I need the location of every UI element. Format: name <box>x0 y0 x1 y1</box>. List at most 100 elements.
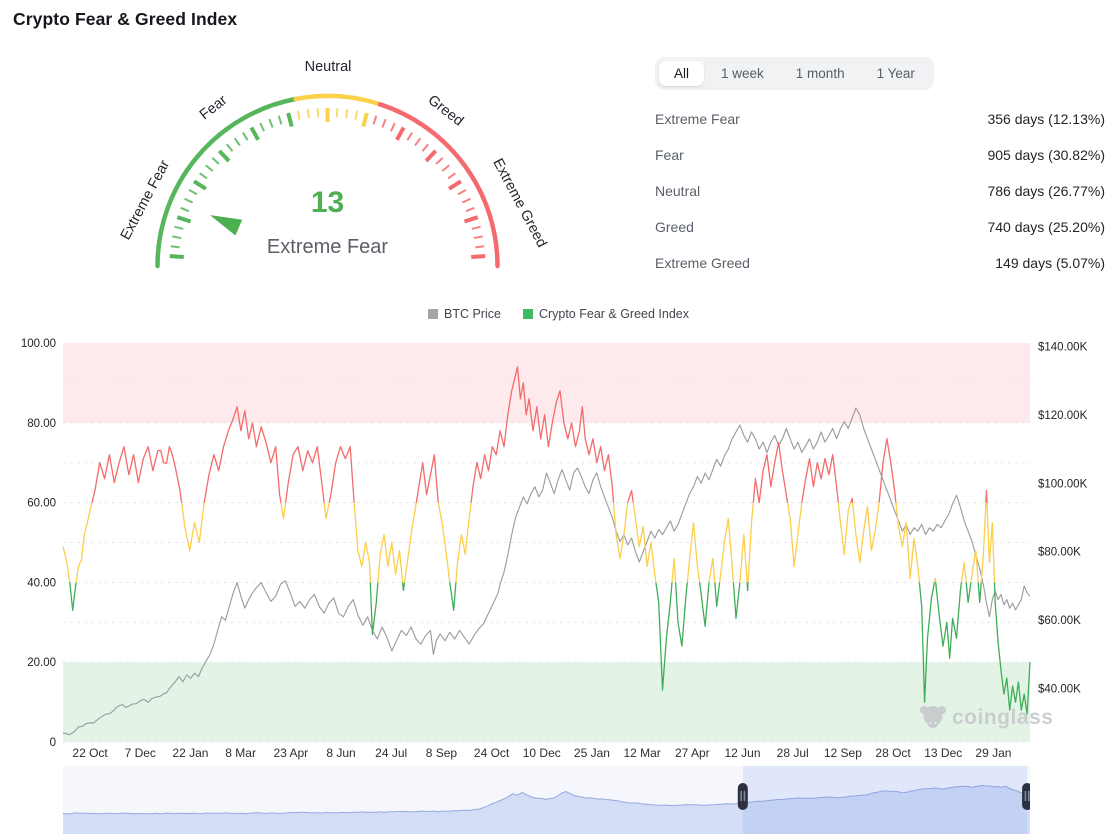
stat-label: Extreme Greed <box>655 255 750 271</box>
navigator-line <box>63 784 1030 815</box>
x-axis-label: 8 Sep <box>426 746 458 760</box>
tab-1-year[interactable]: 1 Year <box>876 66 915 81</box>
tab-all[interactable]: All <box>659 61 705 86</box>
stat-row: Greed 740 days (25.20%) <box>655 209 1105 245</box>
right-axis-tick: $140.00K <box>1038 341 1088 353</box>
right-axis-tick: $100.00K <box>1038 478 1088 490</box>
fear-greed-history-chart[interactable]: 100.00 80.00 60.00 40.00 20.00 0 $140.00K $120.… <box>0 330 1117 775</box>
gauge-tick <box>463 215 479 224</box>
fear-greed-line <box>960 561 967 583</box>
fear-greed-line <box>801 454 839 503</box>
gauge-tick <box>205 164 214 172</box>
fear-greed-line <box>752 442 789 504</box>
stat-label: Extreme Fear <box>655 111 740 127</box>
fear-greed-line <box>632 502 657 583</box>
fear-greed-gauge: Extreme Fear Fear Neutral Greed Extreme Gree… <box>95 50 575 290</box>
gauge-tick <box>361 112 369 128</box>
gauge-tick <box>170 245 180 249</box>
gauge-tick <box>188 189 198 196</box>
gauge-tick <box>174 225 184 230</box>
fear-greed-stats-list: Extreme Fear 356 days (12.13%) Fear 905 day… <box>655 101 1105 281</box>
stat-value: 149 days (5.07%) <box>995 255 1105 271</box>
fear-greed-line <box>786 502 803 568</box>
x-axis-label: 12 Mar <box>623 746 660 760</box>
chart-range-navigator[interactable] <box>63 766 1030 834</box>
stat-row: Extreme Fear 356 days (12.13%) <box>655 101 1105 137</box>
right-axis-tick: $60.00K <box>1038 615 1081 627</box>
tab-1-week[interactable]: 1 week <box>721 66 764 81</box>
fear-greed-line <box>686 521 701 583</box>
x-axis-label: 23 Apr <box>273 746 308 760</box>
stat-value: 786 days (26.77%) <box>987 183 1105 199</box>
fear-greed-line <box>850 497 854 503</box>
fear-greed-line <box>62 546 71 583</box>
x-axis-label: 29 Jan <box>975 746 1011 760</box>
tab-1-month[interactable]: 1 month <box>795 66 845 81</box>
gauge-tick <box>421 143 429 152</box>
fear-greed-line <box>449 582 457 611</box>
fear-greed-line <box>986 502 996 583</box>
navigator-handle-left[interactable] <box>737 783 748 810</box>
gauge-tick <box>172 235 182 240</box>
x-axis-label: 22 Jan <box>172 746 208 760</box>
gauge-tick <box>286 112 294 128</box>
x-axis-label: 24 Oct <box>474 746 510 760</box>
fear-greed-line <box>353 502 371 583</box>
gauge-tick <box>277 115 283 125</box>
gauge-arc-segment <box>293 93 383 107</box>
gauge-tick <box>335 108 339 118</box>
stat-value: 905 days (30.82%) <box>987 147 1105 163</box>
fear-greed-line <box>933 577 937 583</box>
gauge-tick <box>226 143 234 152</box>
stat-row: Extreme Greed 149 days (5.07%) <box>655 245 1105 281</box>
fear-greed-line <box>965 582 972 604</box>
x-axis-label: 12 Sep <box>824 746 862 760</box>
fear-greed-line <box>323 502 330 520</box>
x-axis-label: 24 Jul <box>375 746 407 760</box>
gauge-status-label: Extreme Fear <box>266 236 389 258</box>
gauge-tick <box>471 254 486 259</box>
right-axis-tick: $80.00K <box>1038 547 1081 559</box>
gauge-tick <box>471 225 481 230</box>
gauge-tick <box>465 206 475 213</box>
fear-greed-line <box>746 582 749 592</box>
stat-value: 356 days (12.13%) <box>987 111 1105 127</box>
fear-greed-line <box>918 582 936 703</box>
fear-greed-line <box>403 502 417 583</box>
fear-greed-line <box>671 557 677 583</box>
x-axis-label: 22 Oct <box>72 746 108 760</box>
gauge-tick <box>441 164 450 172</box>
fear-greed-line <box>851 502 880 564</box>
fear-greed-line <box>935 582 963 659</box>
x-axis-label: 8 Jun <box>326 746 355 760</box>
fear-greed-line <box>437 502 451 583</box>
fear-greed-line <box>69 582 77 611</box>
fear-greed-line <box>284 446 325 503</box>
gauge-tick <box>193 179 207 191</box>
x-axis-label: 10 Dec <box>523 746 561 760</box>
navigator-handle-right[interactable] <box>1022 783 1030 810</box>
x-axis-label: 13 Dec <box>924 746 962 760</box>
fear-greed-line <box>698 582 710 627</box>
legend-swatch-icon <box>522 309 533 319</box>
gauge-tick <box>180 206 190 213</box>
fear-greed-line <box>895 502 921 583</box>
fear-greed-line <box>977 582 982 604</box>
gauge-tick <box>390 122 396 132</box>
fear-greed-line <box>91 446 183 503</box>
gauge-tick <box>345 109 349 119</box>
legend-item-crypto-fear-greed-index[interactable]: Crypto Fear & Greed Index <box>522 307 689 321</box>
gauge-tick <box>306 109 310 119</box>
page-title: Crypto Fear & Greed Index <box>13 9 238 29</box>
legend-item-btc-price[interactable]: BTC Price <box>427 307 501 321</box>
fear-greed-line <box>612 502 629 560</box>
fear-greed-line <box>377 533 404 583</box>
left-axis-tick: 100.00 <box>21 338 56 350</box>
fear-greed-line <box>878 438 897 503</box>
left-axis-tick: 80.00 <box>27 418 56 430</box>
gauge-category-label: Neutral <box>305 59 352 75</box>
navigator-selected-range[interactable] <box>742 766 1028 834</box>
gauge-tick <box>169 254 184 259</box>
gauge-tick <box>447 172 456 180</box>
